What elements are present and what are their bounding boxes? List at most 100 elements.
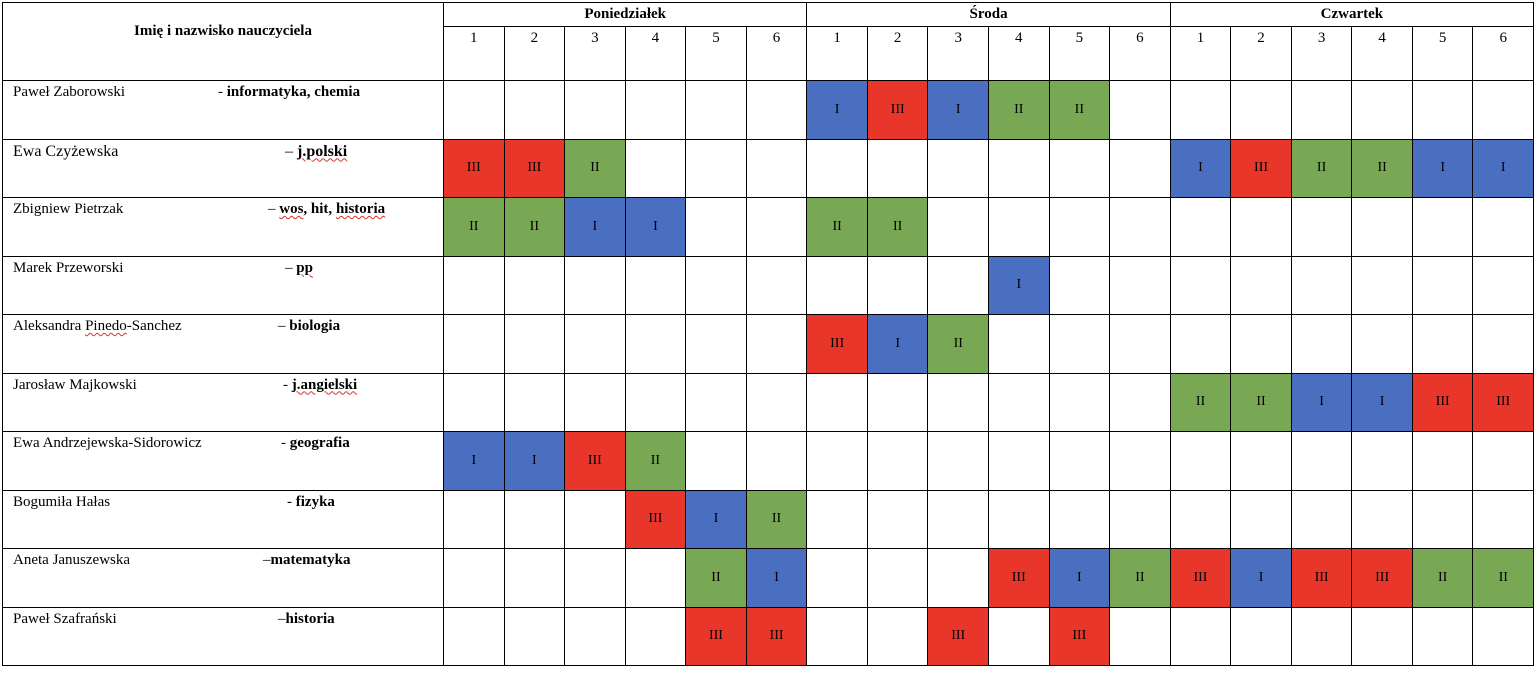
lesson-slot: II <box>443 197 505 257</box>
lesson-slot <box>1048 255 1111 315</box>
lesson-slot <box>443 80 505 140</box>
lesson-slot: II <box>1169 372 1232 432</box>
lesson-slot: I <box>1411 138 1474 198</box>
teacher-row: Ewa Czyżewska – j.polski III III II I III II II I… <box>2 138 1535 198</box>
lesson-slot <box>866 489 929 549</box>
lesson-slot <box>685 431 747 491</box>
lesson-slot: I <box>1048 548 1111 608</box>
period-number: 3 <box>564 26 626 81</box>
lesson-slot <box>1472 431 1535 491</box>
lesson-slot: III <box>685 606 747 666</box>
lesson-slot <box>1109 197 1171 257</box>
lesson-slot <box>443 489 505 549</box>
lesson-slot: I <box>503 431 566 491</box>
lesson-slot <box>1411 314 1474 374</box>
lesson-slot: I <box>685 489 747 549</box>
lesson-slot <box>866 138 929 198</box>
lesson-slot: II <box>988 80 1050 140</box>
lesson-slot: II <box>685 548 747 608</box>
lesson-slot: III <box>1290 548 1353 608</box>
lesson-slot <box>927 548 989 608</box>
lesson-slot <box>1411 80 1474 140</box>
lesson-slot <box>624 548 687 608</box>
lesson-slot <box>1048 372 1111 432</box>
lesson-slot <box>1048 314 1111 374</box>
lesson-slot <box>685 80 747 140</box>
lesson-slot: II <box>745 489 808 549</box>
lesson-slot <box>1169 255 1232 315</box>
lesson-slot: III <box>1351 548 1413 608</box>
lesson-slot <box>806 372 868 432</box>
lesson-slot <box>443 314 505 374</box>
teacher-subject: – j.polski <box>285 142 348 160</box>
period-number: 4 <box>624 26 687 81</box>
lesson-slot <box>1411 606 1474 666</box>
lesson-slot <box>1472 255 1535 315</box>
teacher-name: Paweł Zaborowski <box>13 84 126 100</box>
lesson-slot <box>866 606 929 666</box>
teacher-column-header: Imię i nazwisko nauczyciela <box>2 2 444 81</box>
lesson-slot <box>1290 431 1353 491</box>
lesson-slot: I <box>1351 372 1413 432</box>
lesson-slot <box>866 255 929 315</box>
period-number: 1 <box>806 26 868 81</box>
lesson-slot: III <box>1048 606 1111 666</box>
lesson-slot: III <box>1169 548 1232 608</box>
lesson-slot <box>927 372 989 432</box>
lesson-slot <box>564 372 626 432</box>
teacher-cell: Ewa Andrzejewska-Sidorowicz - geografia <box>2 431 444 491</box>
lesson-slot <box>1109 606 1171 666</box>
lesson-slot: III <box>927 606 989 666</box>
period-number: 4 <box>988 26 1050 81</box>
lesson-slot <box>1109 80 1171 140</box>
lesson-slot <box>1411 489 1474 549</box>
lesson-slot <box>927 431 989 491</box>
lesson-slot <box>624 606 687 666</box>
lesson-slot <box>1169 606 1232 666</box>
lesson-slot <box>1472 80 1535 140</box>
lesson-slot: II <box>1411 548 1474 608</box>
teacher-subject: – wos, hit, historia <box>268 201 386 217</box>
lesson-slot: I <box>1290 372 1353 432</box>
period-number: 3 <box>927 26 989 81</box>
teacher-name: Aleksandra Pinedo-Sanchez <box>13 318 182 334</box>
lesson-slot <box>1351 80 1413 140</box>
period-number: 2 <box>866 26 929 81</box>
day-header: Środa <box>806 2 1171 27</box>
lesson-slot <box>443 255 505 315</box>
teacher-cell: Aneta Januszewska –matematyka <box>2 548 444 608</box>
lesson-slot <box>1230 314 1292 374</box>
lesson-slot <box>1169 197 1232 257</box>
lesson-slot <box>1351 431 1413 491</box>
lesson-slot <box>1351 314 1413 374</box>
period-number: 6 <box>1109 26 1171 81</box>
teacher-cell: Ewa Czyżewska – j.polski <box>2 138 444 198</box>
lesson-slot <box>564 548 626 608</box>
lesson-slot <box>988 606 1050 666</box>
lesson-slot <box>624 314 687 374</box>
lesson-slot <box>443 606 505 666</box>
lesson-slot <box>1109 372 1171 432</box>
lesson-slot: II <box>503 197 566 257</box>
lesson-slot <box>1230 431 1292 491</box>
teacher-subject: - j.angielski <box>283 376 358 393</box>
teacher-row: Zbigniew Pietrzak – wos, hit, historia II I… <box>2 197 1535 257</box>
period-number: 1 <box>443 26 505 81</box>
lesson-slot <box>1351 197 1413 257</box>
lesson-slot: II <box>564 138 626 198</box>
teacher-cell: Aleksandra Pinedo-Sanchez – biologia <box>2 314 444 374</box>
lesson-slot <box>1290 489 1353 549</box>
period-number: 5 <box>1048 26 1111 81</box>
teacher-row: Jarosław Majkowski - j.angielski II II I I III… <box>2 372 1535 432</box>
lesson-slot: III <box>745 606 808 666</box>
lesson-slot <box>927 138 989 198</box>
lesson-slot: II <box>1351 138 1413 198</box>
teacher-name: Paweł Szafrański <box>13 610 117 627</box>
lesson-slot <box>1472 197 1535 257</box>
lesson-slot <box>1472 489 1535 549</box>
lesson-slot <box>927 197 989 257</box>
lesson-slot <box>443 372 505 432</box>
lesson-slot <box>685 138 747 198</box>
lesson-slot: I <box>1472 138 1535 198</box>
day-header: Poniedziałek <box>442 2 808 27</box>
